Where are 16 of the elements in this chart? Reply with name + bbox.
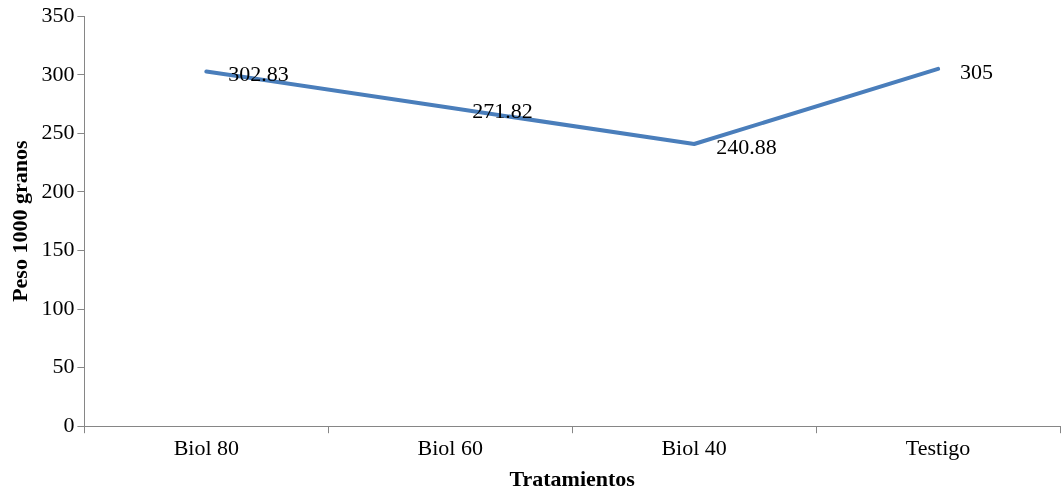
x-tick-label: Testigo — [905, 435, 971, 461]
data-label: 240.88 — [716, 133, 777, 159]
y-tick-label: 100 — [41, 294, 75, 320]
x-tick-label: Biol 40 — [661, 435, 727, 461]
x-tick-label: Biol 80 — [173, 435, 240, 461]
y-tick-label: 300 — [41, 60, 75, 86]
y-tick-label: 250 — [41, 119, 75, 145]
y-tick-label: 50 — [52, 353, 75, 379]
y-tick-label: 0 — [63, 411, 75, 437]
x-tick-label: Biol 60 — [417, 435, 483, 461]
x-axis-title: Tratamientos — [509, 466, 636, 492]
y-tick-label: 150 — [41, 236, 75, 262]
y-tick-label: 350 — [41, 1, 75, 27]
y-tick-label: 200 — [41, 177, 75, 203]
y-axis-title: Peso 1000 granos — [6, 140, 32, 302]
data-label: 305 — [960, 58, 994, 84]
